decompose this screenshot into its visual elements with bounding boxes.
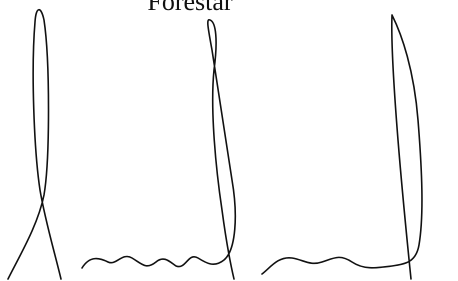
loop-stroke-1 — [8, 10, 61, 279]
loop-stroke-3 — [262, 15, 422, 279]
title: Forestar — [147, 0, 233, 16]
loop-stroke-2 — [82, 20, 235, 279]
drawing: Forestar — [0, 0, 458, 281]
